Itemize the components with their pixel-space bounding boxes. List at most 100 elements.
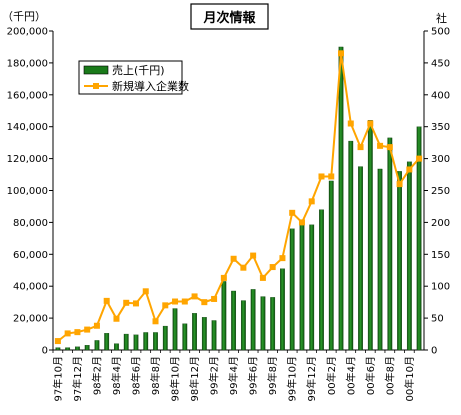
legend-label-sales: 売上(千円) — [112, 64, 165, 77]
x-tick-label: 00年2月 — [325, 356, 338, 395]
companies-point — [230, 255, 237, 262]
companies-point — [396, 181, 403, 188]
legend-swatch-sales — [83, 65, 109, 75]
sales-bar — [84, 345, 90, 351]
companies-point — [298, 219, 305, 226]
companies-point — [132, 300, 139, 307]
companies-point — [328, 173, 335, 180]
y-left-tick-label: 180,000 — [7, 58, 48, 69]
companies-point — [211, 295, 218, 302]
companies-point — [162, 302, 169, 309]
companies-point — [357, 144, 364, 151]
sales-bar — [260, 296, 266, 351]
companies-point — [240, 264, 247, 271]
x-tick-label: 99年8月 — [266, 356, 279, 395]
sales-bar — [75, 346, 80, 351]
companies-point — [259, 274, 266, 281]
y-right-tick-label: 200 — [431, 218, 450, 229]
companies-point — [103, 297, 110, 304]
y-right-tick-label: 350 — [431, 122, 450, 133]
sales-bar — [55, 347, 61, 351]
y-right-tick-label: 250 — [431, 186, 450, 197]
companies-point — [220, 274, 227, 281]
companies-point — [123, 299, 130, 306]
sales-bar — [348, 140, 354, 351]
x-tick-label: 98年8月 — [149, 356, 162, 395]
sales-bar — [211, 320, 217, 351]
companies-point — [386, 144, 393, 151]
companies-point — [113, 315, 120, 322]
sales-bar — [367, 120, 373, 351]
x-tick-label: 98年4月 — [110, 356, 123, 395]
x-tick-label: 97年12月 — [71, 356, 84, 401]
companies-line-series — [54, 50, 423, 345]
x-tick-label: 00年8月 — [383, 356, 396, 395]
y-right-tick-label: 0 — [431, 346, 437, 357]
x-tick-label: 99年4月 — [227, 356, 240, 395]
companies-point — [416, 155, 423, 162]
x-tick-label: 97年10月 — [51, 356, 64, 401]
companies-line — [57, 53, 420, 342]
companies-point — [64, 330, 71, 337]
x-tick-label: 98年2月 — [90, 356, 103, 395]
x-tick-label: 00年4月 — [344, 356, 357, 395]
x-ticks: 97年10月 97年12月 98年2月 98年4月 98年6月 98年8月 98年10月 98… — [51, 350, 416, 401]
companies-point — [308, 198, 315, 205]
sales-bar — [162, 325, 168, 351]
y-right-tick-label: 500 — [431, 27, 450, 38]
y-left-tick-label: 60,000 — [13, 250, 48, 261]
legend: 売上(千円) 新規導入企業数 — [78, 60, 189, 95]
sales-bar — [280, 268, 285, 351]
companies-point — [367, 120, 374, 127]
sales-bar — [172, 308, 178, 351]
sales-bar — [416, 126, 422, 351]
sales-bar — [406, 161, 412, 351]
sales-bar — [182, 323, 188, 351]
sales-bar — [201, 317, 207, 351]
x-tick-label: 98年6月 — [129, 356, 142, 395]
sales-bar — [289, 228, 295, 351]
sales-bar — [377, 168, 383, 351]
sales-bar — [65, 347, 71, 351]
x-tick-label: 99年6月 — [247, 356, 260, 395]
companies-point — [191, 293, 198, 300]
y-left-tick-label: 120,000 — [7, 154, 48, 165]
sales-bar — [104, 333, 110, 351]
y-right-tick-label: 400 — [431, 90, 450, 101]
companies-point — [347, 120, 354, 127]
legend-label-companies: 新規導入企業数 — [112, 79, 189, 93]
sales-bar — [387, 137, 393, 351]
title-box — [190, 3, 269, 30]
y-left-tick-label: 140,000 — [7, 122, 48, 133]
companies-point — [279, 255, 286, 262]
companies-point — [54, 338, 61, 345]
sales-bars — [55, 46, 422, 351]
companies-point — [289, 209, 296, 216]
companies-point — [84, 326, 91, 333]
y-right-tick-label: 150 — [431, 250, 450, 261]
x-tick-label: 99年2月 — [208, 356, 221, 395]
y-left-tick-label: 20,000 — [13, 314, 48, 325]
companies-point — [318, 173, 325, 180]
x-tick-label: 00年6月 — [364, 356, 377, 395]
sales-bar — [231, 290, 237, 351]
y-right-unit: 社 — [436, 11, 447, 25]
y-left-tick-label: 80,000 — [13, 218, 48, 229]
sales-bar — [338, 46, 344, 351]
sales-bar — [328, 180, 334, 351]
y-right-ticks: 0 50 100 150 200 250 300 350 400 450 500 — [424, 27, 450, 357]
companies-point — [338, 50, 345, 57]
companies-point — [172, 298, 179, 305]
sales-bar — [270, 297, 276, 351]
y-left-tick-label: 40,000 — [13, 282, 48, 293]
y-right-tick-label: 300 — [431, 154, 450, 165]
sales-bar — [397, 171, 402, 351]
sales-bar — [240, 300, 246, 351]
sales-bar — [250, 289, 256, 351]
companies-point — [181, 298, 188, 305]
sales-bar — [309, 224, 315, 351]
sales-bar — [153, 332, 158, 351]
y-right-tick-label: 100 — [431, 282, 450, 293]
companies-point — [93, 322, 100, 329]
